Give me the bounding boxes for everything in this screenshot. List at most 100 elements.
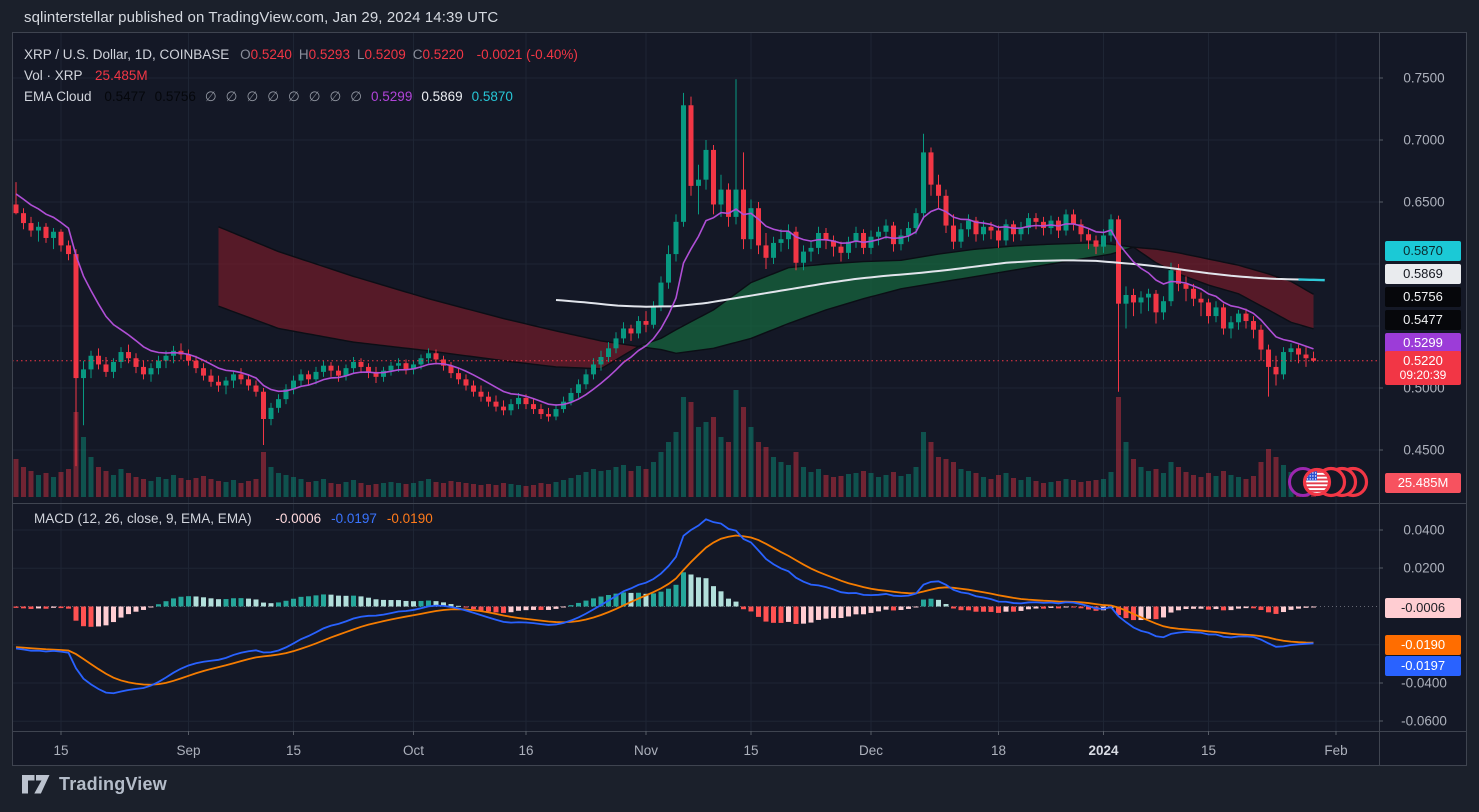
macd-histogram-bar — [201, 597, 206, 607]
macd-histogram-bar — [1288, 606, 1294, 610]
macd-histogram-bar — [381, 599, 386, 607]
candle-body — [73, 254, 79, 379]
volume-bar — [88, 457, 94, 497]
candle-body — [441, 359, 446, 366]
purple-ema-line — [15, 193, 1314, 406]
candle-body — [118, 352, 124, 362]
flag-star — [1314, 475, 1317, 477]
macd-histogram-bar — [838, 606, 844, 618]
macd-legend-row[interactable]: MACD (12, 26, close, 9, EMA, EMA) -0.000… — [24, 511, 433, 526]
candle-body — [553, 409, 559, 417]
candle-body — [1026, 218, 1031, 229]
volume-bar — [403, 484, 409, 497]
volume-bar — [1198, 477, 1204, 497]
macd-histogram-bar — [501, 606, 506, 613]
volume-bar — [1281, 465, 1286, 497]
candle-body — [606, 348, 611, 357]
volume-bar — [1161, 473, 1166, 497]
ohlc-item: H0.5293 — [292, 47, 350, 62]
volume-bar — [996, 475, 1001, 497]
time-axis-label: Oct — [402, 743, 425, 758]
time-axis-label: 15 — [1200, 743, 1217, 758]
legend-symbol-row[interactable]: XRP / U.S. Dollar, 1D, COINBASE O0.5240 H… — [24, 44, 578, 65]
volume-bar — [576, 475, 581, 497]
volume-bar — [276, 473, 281, 497]
macd-histogram-bar — [133, 606, 139, 612]
volume-bar — [1056, 481, 1061, 497]
macd-histogram-bar — [1018, 606, 1024, 611]
macd-value: -0.0197 — [331, 511, 377, 526]
macd-histogram-bar — [1198, 606, 1204, 609]
candle-body — [906, 228, 911, 236]
ema-cloud-edge-line — [218, 226, 1314, 354]
candle-body — [703, 149, 709, 180]
candle-body — [598, 357, 604, 365]
volume-bar — [1176, 467, 1181, 497]
volume-bar — [1116, 397, 1121, 497]
volume-bar — [1236, 477, 1241, 497]
macd-histogram-bar — [186, 596, 191, 607]
macd-histogram-bar — [553, 606, 559, 609]
macd-histogram-bar — [816, 606, 821, 620]
macd-histogram-bar — [1251, 606, 1256, 609]
macd-histogram-bar — [831, 606, 836, 619]
volume-bar — [898, 476, 904, 497]
macd-histogram-bar — [261, 602, 266, 607]
macd-histogram-bar — [396, 600, 401, 607]
ohlc-key: C — [412, 47, 423, 62]
candle-body — [486, 396, 491, 402]
price-axis-badge: -0.0190 — [1385, 635, 1461, 655]
volume-bar — [306, 482, 311, 497]
volume-bar — [178, 478, 184, 497]
macd-histogram-bar — [36, 606, 41, 609]
legend-ema-cloud-row[interactable]: EMA Cloud 0.5477 0.5756 ∅ ∅ ∅ ∅ ∅ ∅ ∅ ∅ 0.5299 0.58… — [24, 86, 578, 107]
candle-body — [336, 370, 341, 376]
time-axis-label: 18 — [990, 743, 1007, 758]
price-axis-badge: 25.485M — [1384, 472, 1462, 494]
volume-bar — [111, 475, 116, 497]
macd-histogram-bar — [898, 606, 904, 611]
candle-body — [298, 374, 304, 381]
macd-histogram-bar — [1026, 606, 1031, 610]
candle-body — [433, 353, 439, 360]
candle-body — [313, 371, 319, 380]
time-axis-label: 2024 — [1088, 743, 1119, 758]
candle-body — [253, 385, 259, 392]
volume-bar — [441, 483, 446, 497]
candle-body — [96, 355, 101, 365]
macd-histogram-bar — [493, 606, 499, 613]
ema-cloud-edge-line — [218, 242, 1314, 370]
macd-histogram-bar — [163, 601, 169, 607]
ohlc-value: 0.5240 — [250, 47, 292, 62]
candle-body — [793, 231, 799, 263]
macd-histogram-bar — [343, 595, 349, 607]
tradingview-watermark[interactable]: TradingView — [22, 774, 167, 795]
price-axis-label: 0.0200 — [1403, 560, 1445, 576]
candle-body — [628, 328, 634, 334]
candle-body — [1273, 366, 1279, 375]
macd-signal-line — [15, 534, 1314, 686]
legend-volume-row[interactable]: Vol · XRP 25.485M — [24, 65, 578, 86]
macd-histogram-bar — [28, 606, 34, 609]
volume-bar — [906, 474, 911, 497]
volume-bar — [343, 482, 349, 497]
macd-histogram-bar — [673, 584, 679, 607]
ohlc-key: H — [298, 47, 309, 62]
ema-cloud-value: 0.5477 — [104, 89, 146, 104]
volume-bar — [103, 471, 109, 497]
candle-body — [388, 365, 394, 371]
macd-histogram-bar — [171, 598, 176, 607]
volume-bar — [681, 397, 686, 497]
ema-cloud-value: ∅ — [225, 89, 238, 104]
macd-histogram-bar — [1273, 606, 1279, 614]
macd-histogram-bar — [1056, 606, 1061, 609]
candle-body — [358, 361, 364, 367]
macd-histogram-bar — [411, 601, 416, 607]
candle-body — [208, 375, 214, 382]
price-axis-badge: -0.0006 — [1385, 598, 1461, 618]
flag-star — [1314, 472, 1317, 474]
ema-cloud-value: 0.5299 — [371, 89, 413, 104]
candle-body — [951, 225, 956, 242]
candle-body — [651, 306, 656, 325]
